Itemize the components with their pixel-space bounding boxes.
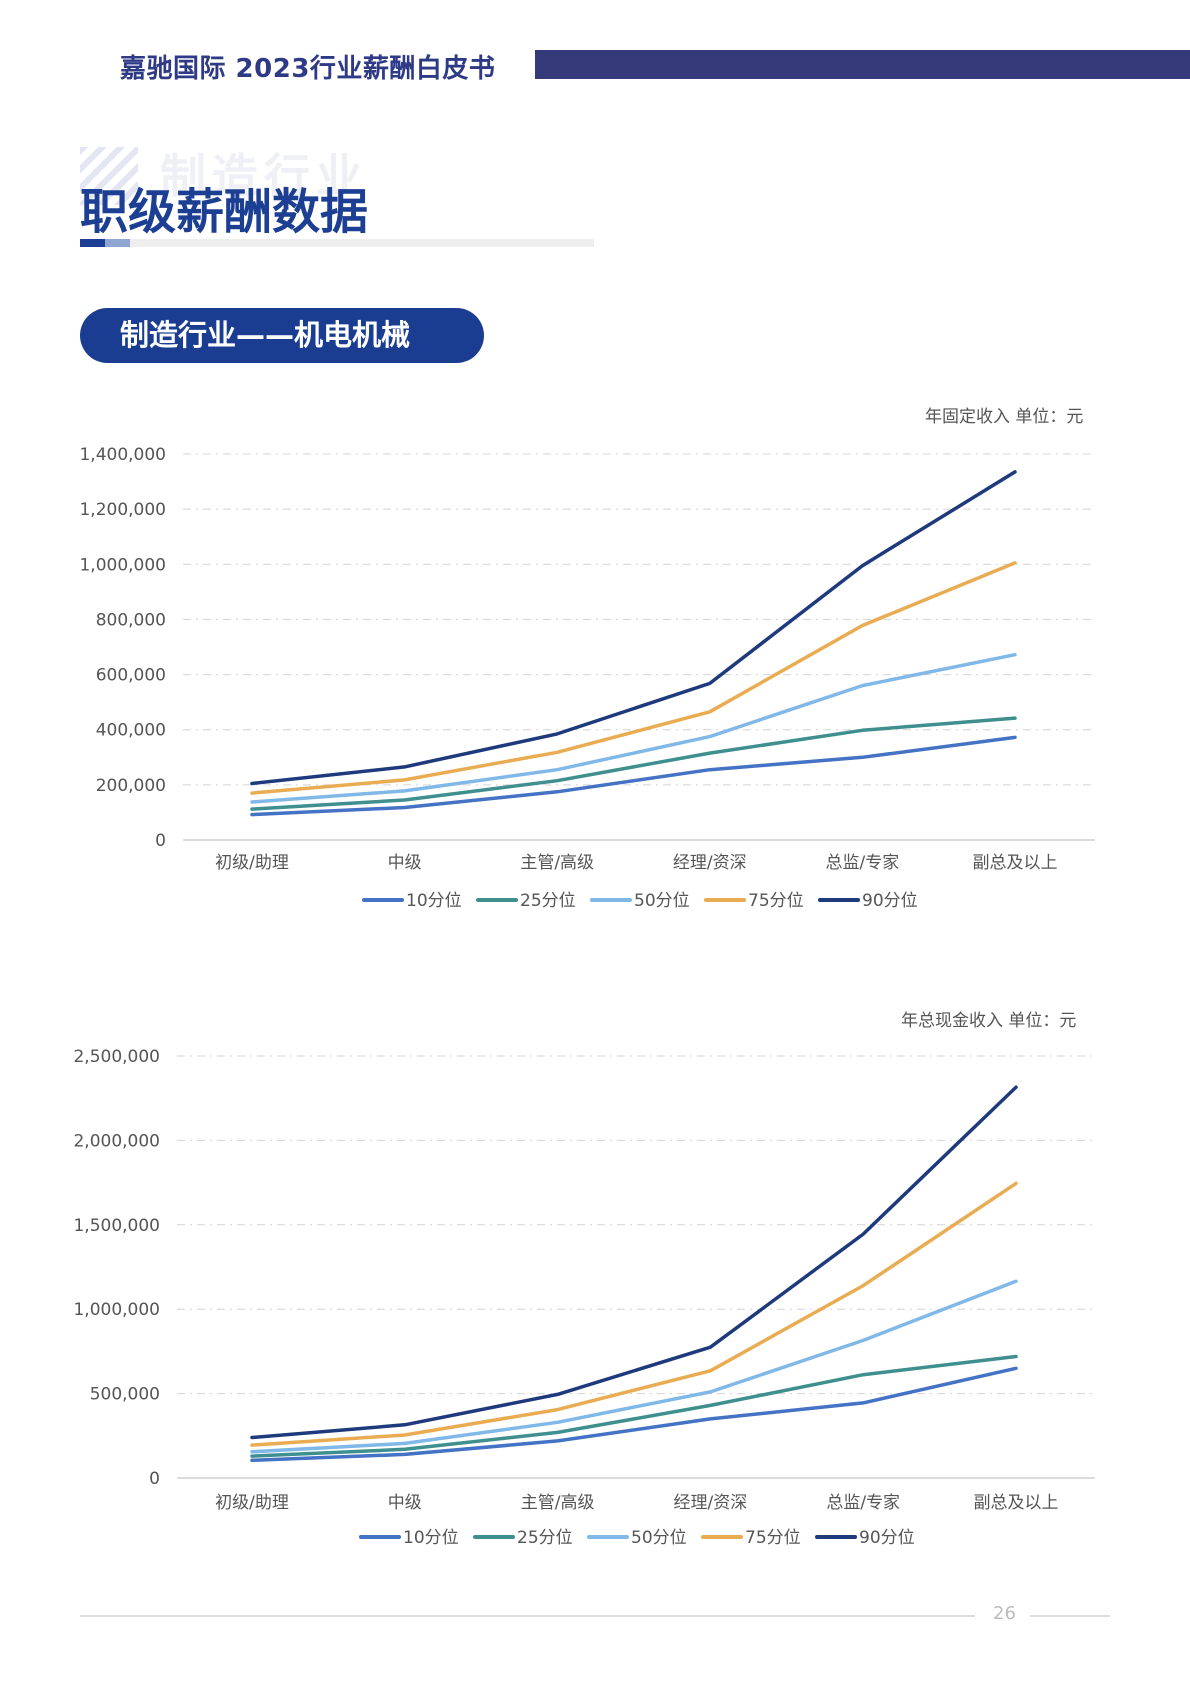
series-line-25分位	[250, 716, 1017, 811]
y-tick-label: 1,000,000	[73, 1300, 160, 1320]
header-bar	[535, 50, 1190, 79]
page-number: 26	[993, 1603, 1016, 1624]
document-title: 嘉驰国际 2023行业薪酬白皮书	[120, 54, 496, 84]
x-tick-label: 经理/资深	[674, 1493, 748, 1513]
series-line-10分位	[250, 1366, 1018, 1463]
footer-rule	[80, 1615, 975, 1617]
legend-label: 75分位	[745, 1528, 801, 1548]
section-watermark: 制造行业	[160, 149, 368, 203]
chart1-unit-label: 年固定收入 单位：元	[925, 407, 1084, 427]
x-tick-label: 副总及以上	[974, 1493, 1059, 1513]
x-tick-label: 总监/专家	[826, 1493, 900, 1513]
x-tick-label: 中级	[388, 1493, 422, 1513]
total-cash-line-chart: 0 500,000 1,000,000 1,500,000 2,000,000 2,500…	[73, 1047, 1095, 1548]
y-tick-label: 400,000	[96, 721, 166, 741]
y-tick-label: 200,000	[96, 776, 166, 796]
series-line-90分位	[250, 470, 1017, 786]
series-line-90分位	[250, 1085, 1018, 1440]
industry-label-pill: 制造行业——机电机械	[80, 308, 484, 363]
x-tick-label: 主管/高级	[521, 1493, 595, 1513]
y-tick-label: 500,000	[90, 1385, 160, 1405]
series-line-25分位	[250, 1354, 1018, 1458]
x-tick-label: 初级/助理	[215, 853, 289, 873]
y-tick-label: 2,000,000	[73, 1131, 160, 1151]
legend-label: 10分位	[406, 891, 462, 911]
legend-label: 50分位	[634, 891, 690, 911]
chart2-unit-label: 年总现金收入 单位：元	[901, 1011, 1077, 1031]
legend-label: 90分位	[859, 1528, 915, 1548]
legend-label: 90分位	[862, 891, 918, 911]
fixed-income-line-chart: 0 200,000 400,000 600,000 800,000 1,000,000 1,…	[79, 445, 1095, 911]
decorative-stripes	[80, 147, 138, 205]
y-tick-label: 0	[155, 831, 166, 851]
y-tick-label: 1,500,000	[73, 1216, 160, 1236]
y-tick-label: 2,500,000	[73, 1047, 160, 1067]
legend-label: 25分位	[517, 1528, 573, 1548]
section-title: 职级薪酬数据	[80, 184, 369, 240]
legend-label: 25分位	[520, 891, 576, 911]
y-tick-label: 0	[149, 1469, 160, 1489]
x-tick-label: 中级	[388, 853, 422, 873]
x-tick-label: 主管/高级	[520, 853, 594, 873]
series-line-50分位	[250, 652, 1017, 804]
y-tick-label: 800,000	[96, 610, 166, 630]
x-tick-label: 总监/专家	[826, 853, 900, 873]
legend-label: 75分位	[748, 891, 804, 911]
series-line-50分位	[250, 1279, 1018, 1454]
series-line-75分位	[250, 561, 1017, 795]
title-underline-accent	[80, 239, 105, 247]
series-line-75分位	[250, 1181, 1018, 1447]
y-tick-label: 600,000	[96, 666, 166, 686]
legend-label: 10分位	[403, 1528, 459, 1548]
title-underline	[80, 239, 594, 247]
series-line-10分位	[250, 735, 1017, 817]
legend-label: 50分位	[631, 1528, 687, 1548]
x-tick-label: 经理/资深	[673, 853, 747, 873]
x-tick-label: 副总及以上	[973, 853, 1058, 873]
y-tick-label: 1,200,000	[79, 500, 166, 520]
y-tick-label: 1,000,000	[79, 555, 166, 575]
y-tick-label: 1,400,000	[79, 445, 166, 465]
title-underline-accent-light	[105, 239, 130, 247]
footer-rule-right	[1030, 1615, 1110, 1617]
x-tick-label: 初级/助理	[215, 1493, 289, 1513]
